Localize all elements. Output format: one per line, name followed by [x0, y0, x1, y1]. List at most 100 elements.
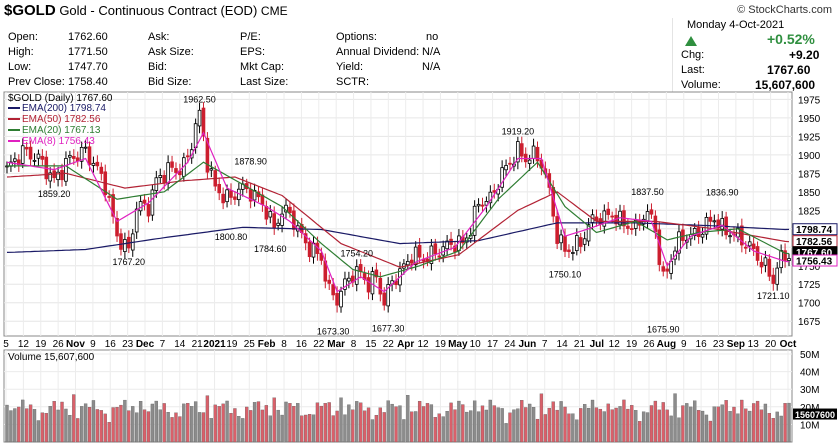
candle-body	[307, 241, 312, 258]
symbol-name: Gold - Continuous Contract (EOD)	[59, 3, 258, 18]
volume-bar	[331, 415, 335, 443]
volume-bar	[744, 408, 748, 443]
yield-value: N/A	[422, 61, 441, 73]
volume-bar	[649, 405, 654, 443]
candle-body	[508, 162, 512, 165]
candle-body	[633, 219, 638, 229]
volume-bar	[547, 407, 551, 443]
x-tick-label: 14	[174, 339, 186, 350]
prev-close-value: 1758.40	[68, 76, 108, 88]
x-tick-label: 21	[192, 339, 204, 350]
x-tick-label: 20	[765, 339, 777, 350]
volume-bar	[563, 406, 567, 443]
volume-bar	[335, 410, 339, 443]
x-tick-label: 9	[90, 339, 96, 350]
volume-bar	[304, 414, 308, 443]
volume-bar	[362, 410, 367, 443]
candle-body	[48, 172, 53, 182]
candle-body	[280, 213, 284, 226]
candle-body	[610, 215, 614, 218]
candle-body	[119, 233, 123, 250]
volume-bar	[209, 418, 213, 443]
volume-bar	[704, 414, 709, 443]
candle-body	[413, 246, 418, 266]
candle-body	[759, 261, 764, 268]
volume-bar	[693, 400, 697, 443]
volume-bar	[512, 409, 516, 443]
x-tick-label: 22	[313, 339, 325, 350]
ask-label: Ask:	[148, 31, 170, 43]
candle-body	[578, 237, 583, 247]
volume-bar	[441, 416, 445, 443]
price-tick-label: 1725	[798, 280, 821, 291]
volume-bar	[142, 409, 147, 443]
brand-text[interactable]: © StockCharts.com	[737, 4, 832, 16]
price-annotation: 1767.20	[113, 257, 146, 267]
price-annotation: 1754.20	[340, 249, 373, 259]
volume-bar	[598, 408, 603, 443]
volume-bar	[201, 412, 206, 443]
ema20-line	[7, 161, 790, 278]
x-tick-label: 19	[626, 339, 638, 350]
volume-bar	[284, 401, 288, 443]
volume-label: Volume:	[681, 79, 721, 91]
price-annotation: 1675.90	[647, 325, 680, 335]
candle-body	[288, 206, 292, 214]
candle-body	[492, 190, 497, 193]
candle-body	[720, 218, 724, 230]
sctr-label: SCTR:	[336, 76, 369, 88]
candle-body	[36, 153, 41, 159]
volume-title: Volume 15,607,600	[8, 352, 95, 363]
volume-bar	[787, 402, 791, 443]
volume-bar	[268, 415, 272, 443]
volume-bar	[472, 400, 477, 443]
candle-body	[56, 171, 60, 181]
volume-tick-label: 50M	[800, 350, 819, 361]
candle-body	[716, 219, 721, 229]
x-tick-label: 22	[383, 339, 395, 350]
bid-size-label: Bid Size:	[148, 76, 192, 88]
candle-body	[264, 206, 269, 220]
volume-bar	[673, 393, 677, 443]
volume-bar	[410, 411, 414, 443]
x-tick-label: 7	[160, 339, 166, 350]
volume-bar	[264, 405, 269, 443]
candle-body	[64, 158, 68, 182]
candle-body	[68, 155, 72, 158]
candle-body	[775, 267, 780, 285]
chg-label: Chg:	[681, 49, 705, 61]
volume-bar	[606, 403, 610, 443]
volume-bar	[64, 408, 68, 443]
x-tick-label: 5	[3, 339, 9, 350]
volume-bar	[484, 409, 489, 443]
candle-body	[755, 246, 760, 261]
volume-bar	[524, 407, 528, 443]
ema50-line	[6, 172, 790, 268]
x-tick-label: May	[448, 339, 468, 350]
volume-bar	[583, 404, 587, 443]
volume-bar	[13, 408, 17, 443]
price-tick-label: 1850	[798, 188, 821, 199]
quote-header: $GOLD Gold - Continuous Contract (EOD) C…	[0, 0, 840, 92]
x-tick-label: 9	[681, 339, 687, 350]
candle-body	[606, 208, 611, 215]
volume-bar	[736, 413, 740, 443]
volume-bar	[653, 400, 658, 443]
price-tick-label: 1700	[798, 299, 821, 310]
candle-body	[13, 158, 17, 162]
volume-bar	[622, 399, 626, 443]
volume-bar	[213, 404, 217, 443]
volume-bar	[685, 403, 689, 443]
volume-bar	[197, 412, 202, 443]
candle-body	[197, 109, 202, 127]
candle-body	[158, 175, 163, 178]
volume-bar	[272, 397, 276, 443]
volume-bar	[131, 406, 135, 443]
volume-bar	[351, 409, 355, 443]
x-tick-label: Jul	[590, 339, 605, 350]
volume-bar	[174, 412, 178, 443]
x-tick-label: 12	[18, 339, 30, 350]
high-label: High:	[8, 46, 34, 58]
candle-body	[87, 146, 92, 166]
candle-body	[95, 161, 100, 167]
